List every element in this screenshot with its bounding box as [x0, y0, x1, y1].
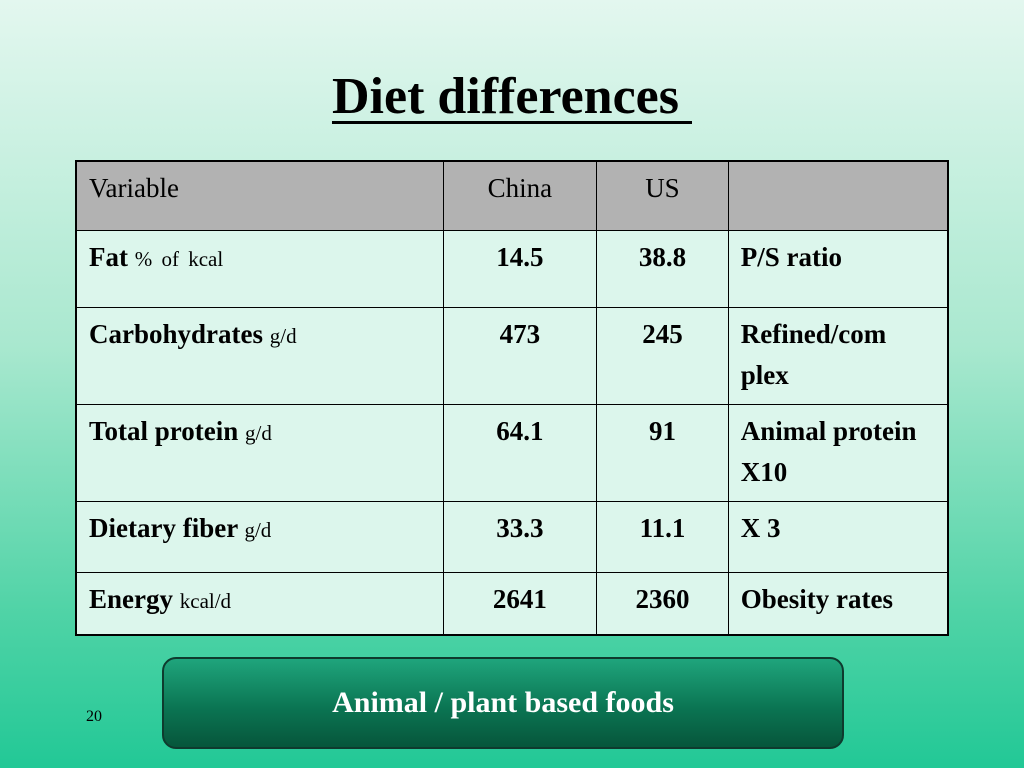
- table-row-dietary-fiber: Dietary fiber g/d 33.3 11.1 X 3: [75, 500, 949, 573]
- variable-unit: g/d: [245, 420, 272, 445]
- cell-variable: Energy kcal/d: [75, 571, 444, 636]
- variable-label: Total protein: [89, 415, 239, 446]
- cell-china: 14.5: [442, 229, 598, 308]
- variable-unit: g/d: [269, 323, 297, 348]
- cell-variable: Fat % of kcal: [75, 229, 444, 308]
- cell-us: 245: [596, 306, 729, 405]
- cell-variable: Dietary fiber g/d: [75, 500, 444, 573]
- cell-us: 2360: [596, 571, 729, 636]
- cell-note: Refined/com plex: [727, 306, 949, 405]
- cell-us: 91: [596, 403, 729, 502]
- cell-note: Animal protein X10: [727, 403, 949, 502]
- cell-variable: Total protein g/d: [75, 403, 444, 502]
- cell-china: 64.1: [442, 403, 598, 502]
- cell-note: Obesity rates: [727, 571, 949, 636]
- cell-note: P/S ratio: [727, 229, 949, 308]
- variable-label: Energy: [89, 583, 173, 614]
- table-row-energy: Energy kcal/d 2641 2360 Obesity rates: [75, 571, 949, 636]
- cell-us: 11.1: [596, 500, 729, 573]
- cell-variable: Carbohydrates g/d: [75, 306, 444, 405]
- cell-china: 473: [442, 306, 598, 405]
- variable-label: Fat: [89, 241, 128, 272]
- header-variable: Variable: [75, 160, 444, 231]
- header-note: [727, 160, 949, 231]
- variable-unit: kcal/d: [179, 588, 232, 613]
- slide-title-text: Diet differences: [331, 68, 692, 125]
- page-number: 20: [86, 708, 102, 725]
- cell-china: 2641: [442, 571, 598, 636]
- cell-note: X 3: [727, 500, 949, 573]
- variable-unit: g/d: [244, 517, 272, 542]
- slide-title: Diet differences: [0, 62, 1024, 132]
- variable-label: Carbohydrates: [89, 318, 263, 349]
- table-row-total-protein: Total protein g/d 64.1 91 Animal protein…: [75, 403, 949, 502]
- table-header-row: Variable China US: [75, 160, 949, 231]
- header-us: US: [596, 160, 729, 231]
- cell-us: 38.8: [596, 229, 729, 308]
- header-china: China: [442, 160, 598, 231]
- callout-text: Animal / plant based foods: [332, 686, 674, 719]
- table-row-carbohydrates: Carbohydrates g/d 473 245 Refined/com pl…: [75, 306, 949, 405]
- callout-box: Animal / plant based foods: [162, 657, 844, 749]
- cell-china: 33.3: [442, 500, 598, 573]
- table-row-fat: Fat % of kcal 14.5 38.8 P/S ratio: [75, 229, 949, 308]
- variable-unit: % of kcal: [134, 246, 224, 271]
- variable-label: Dietary fiber: [89, 512, 238, 543]
- diet-table: Variable China US Fat % of kcal 14.5 38.…: [75, 160, 949, 636]
